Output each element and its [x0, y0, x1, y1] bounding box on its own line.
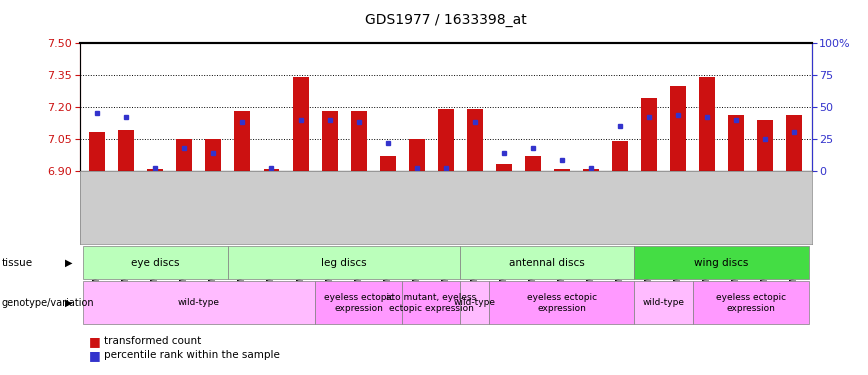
Bar	[379, 156, 396, 171]
Text: percentile rank within the sample: percentile rank within the sample	[104, 350, 280, 360]
Bar	[641, 98, 657, 171]
Bar	[728, 116, 744, 171]
Bar	[525, 156, 541, 171]
Bar	[612, 141, 628, 171]
Bar	[496, 164, 512, 171]
Bar	[554, 168, 570, 171]
Bar	[437, 109, 454, 171]
Bar	[321, 111, 338, 171]
Bar	[670, 86, 686, 171]
Text: antennal discs: antennal discs	[510, 258, 585, 267]
Text: ▶: ▶	[65, 258, 73, 267]
Text: genotype/variation: genotype/variation	[2, 298, 95, 308]
Text: wild-type: wild-type	[178, 298, 220, 307]
Text: wing discs: wing discs	[694, 258, 749, 267]
Text: wild-type: wild-type	[642, 298, 685, 307]
Bar	[293, 77, 308, 171]
Bar	[786, 116, 802, 171]
Bar	[467, 109, 483, 171]
Text: ato mutant, eyeless
ectopic expression: ato mutant, eyeless ectopic expression	[386, 293, 477, 312]
Bar	[583, 168, 599, 171]
Bar	[409, 139, 424, 171]
Bar	[234, 111, 251, 171]
Bar	[118, 130, 135, 171]
Text: ■: ■	[89, 349, 101, 361]
Text: eye discs: eye discs	[131, 258, 180, 267]
Text: GDS1977 / 1633398_at: GDS1977 / 1633398_at	[365, 13, 527, 27]
Text: ■: ■	[89, 335, 101, 348]
Text: leg discs: leg discs	[321, 258, 367, 267]
Text: transformed count: transformed count	[104, 336, 201, 346]
Bar	[206, 139, 221, 171]
Bar	[176, 139, 193, 171]
Bar	[89, 132, 105, 171]
Bar	[699, 77, 715, 171]
Text: ▶: ▶	[65, 298, 73, 308]
Text: eyeless ectopic
expression: eyeless ectopic expression	[324, 293, 394, 312]
Text: wild-type: wild-type	[454, 298, 496, 307]
Text: eyeless ectopic
expression: eyeless ectopic expression	[715, 293, 786, 312]
Text: eyeless ectopic
expression: eyeless ectopic expression	[527, 293, 597, 312]
Bar	[148, 168, 163, 171]
Bar	[757, 120, 773, 171]
Text: tissue: tissue	[2, 258, 33, 267]
Bar	[351, 111, 366, 171]
Bar	[264, 168, 279, 171]
